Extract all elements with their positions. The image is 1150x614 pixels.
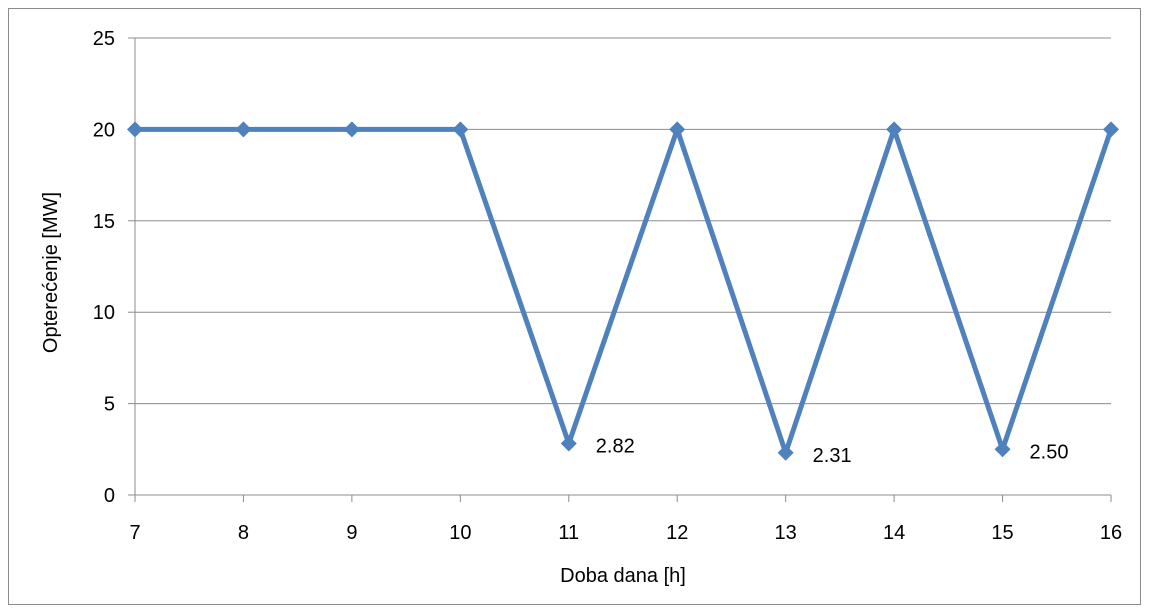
y-tick-label: 20 xyxy=(93,119,115,141)
x-tick-label: 13 xyxy=(775,522,797,544)
x-tick-label: 8 xyxy=(238,522,249,544)
x-axis-title: Doba dana [h] xyxy=(560,565,686,587)
y-tick-label: 0 xyxy=(104,485,115,507)
x-tick-label: 15 xyxy=(991,522,1013,544)
data-point-marker xyxy=(669,121,686,138)
data-point-marker xyxy=(777,444,794,461)
data-point-marker xyxy=(994,441,1011,458)
data-point-marker xyxy=(343,121,360,138)
data-point-marker xyxy=(235,121,252,138)
series-line xyxy=(135,121,1114,461)
data-label: 2.31 xyxy=(813,445,852,467)
y-tick-label: 5 xyxy=(104,394,115,416)
x-tick-label: 12 xyxy=(666,522,688,544)
x-tick-label: 9 xyxy=(346,522,357,544)
x-tick-label: 11 xyxy=(558,522,579,544)
grid-lines xyxy=(135,37,1111,405)
x-tick-label: 14 xyxy=(883,522,905,544)
data-point-marker xyxy=(560,435,577,452)
data-point-marker xyxy=(127,121,143,138)
x-tick-label: 16 xyxy=(1100,522,1122,544)
data-point-marker xyxy=(452,121,469,138)
data-point-marker xyxy=(886,121,903,138)
y-tick-label: 25 xyxy=(93,28,115,50)
y-axis-title: Opterećenje [MW] xyxy=(40,192,62,353)
series-layer xyxy=(127,121,1119,461)
axes xyxy=(128,37,1112,502)
tick-labels: 0 5 10 15 20 25 7 8 9 10 11 12 13 14 15 16 xyxy=(93,28,1122,544)
data-label: 2.82 xyxy=(596,435,635,457)
y-tick-label: 10 xyxy=(93,302,115,324)
data-label: 2.50 xyxy=(1030,441,1069,463)
y-tick-label: 15 xyxy=(93,211,115,233)
x-tick-label: 10 xyxy=(449,522,471,544)
data-labels: 2.82 2.31 2.50 xyxy=(596,435,1069,466)
data-point-marker xyxy=(1103,121,1119,138)
x-tick-label: 7 xyxy=(129,522,140,544)
